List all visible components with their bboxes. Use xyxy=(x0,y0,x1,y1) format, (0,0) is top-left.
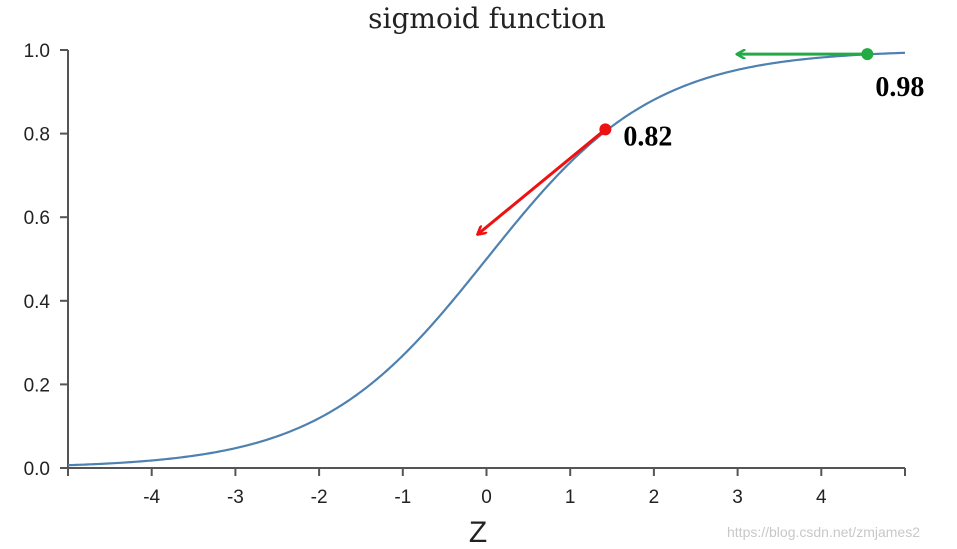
x-tick-label: 1 xyxy=(565,487,576,508)
annotation-point xyxy=(599,123,612,136)
x-tick-label: 2 xyxy=(649,487,660,508)
x-tick-label: -4 xyxy=(143,487,160,508)
x-tick-label: 0 xyxy=(481,487,492,508)
annotation-label: 0.98 xyxy=(875,72,924,103)
x-axis-label: Z xyxy=(469,516,487,549)
plot-area: 0.82 0.98 xyxy=(67,48,924,467)
y-tick-label: 0.2 xyxy=(24,375,50,396)
chart-title: sigmoid function xyxy=(368,2,606,35)
axes: 0.0 0.2 0.4 0.6 0.8 1.0 -4 -3 -2 -1 0 1 2 3 4 xyxy=(24,41,906,508)
x-tick-label: 4 xyxy=(816,487,827,508)
y-tick-label: 0.4 xyxy=(24,292,51,313)
x-tick-label: -2 xyxy=(311,487,328,508)
sigmoid-curve xyxy=(67,51,906,467)
annotation-label: 0.82 xyxy=(623,121,672,152)
y-tick-label: 0.6 xyxy=(24,208,50,229)
y-tick-label: 0.0 xyxy=(24,459,50,480)
x-tick-label: 3 xyxy=(732,487,743,508)
watermark: https://blog.csdn.net/zmjames2 xyxy=(727,524,920,540)
y-tick-label: 0.8 xyxy=(24,125,50,146)
y-tick-label: 1.0 xyxy=(24,41,50,62)
annotation-point xyxy=(861,48,874,61)
x-tick-label: -1 xyxy=(394,487,411,508)
x-tick-label: -3 xyxy=(227,487,244,508)
gradient-arrow xyxy=(478,128,607,234)
